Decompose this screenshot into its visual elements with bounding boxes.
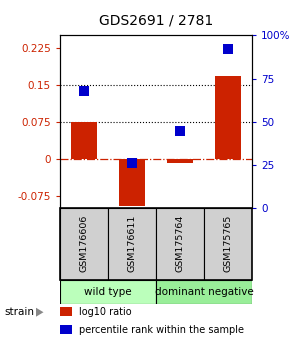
Point xyxy=(178,128,182,133)
Bar xyxy=(60,280,156,304)
Point xyxy=(82,88,86,93)
Bar xyxy=(204,209,252,280)
Text: dominant negative: dominant negative xyxy=(154,287,254,297)
Point xyxy=(130,161,134,166)
Text: GSM175764: GSM175764 xyxy=(176,214,184,272)
Bar xyxy=(108,209,156,280)
Bar xyxy=(60,325,73,335)
Bar xyxy=(119,159,145,206)
Text: wild type: wild type xyxy=(84,287,132,297)
Bar xyxy=(215,76,241,159)
Text: GSM176606: GSM176606 xyxy=(80,214,88,272)
Bar xyxy=(156,280,252,304)
Bar xyxy=(156,209,204,280)
Point xyxy=(226,46,230,52)
Text: GSM175765: GSM175765 xyxy=(224,214,232,272)
Bar xyxy=(60,209,108,280)
Text: log10 ratio: log10 ratio xyxy=(79,307,132,317)
Bar xyxy=(167,159,193,163)
Text: GSM176611: GSM176611 xyxy=(128,214,136,272)
Text: strain: strain xyxy=(4,307,34,317)
Text: percentile rank within the sample: percentile rank within the sample xyxy=(79,325,244,335)
Text: GDS2691 / 2781: GDS2691 / 2781 xyxy=(99,13,213,28)
Bar xyxy=(71,122,97,159)
Bar xyxy=(60,307,73,316)
Polygon shape xyxy=(36,308,44,317)
